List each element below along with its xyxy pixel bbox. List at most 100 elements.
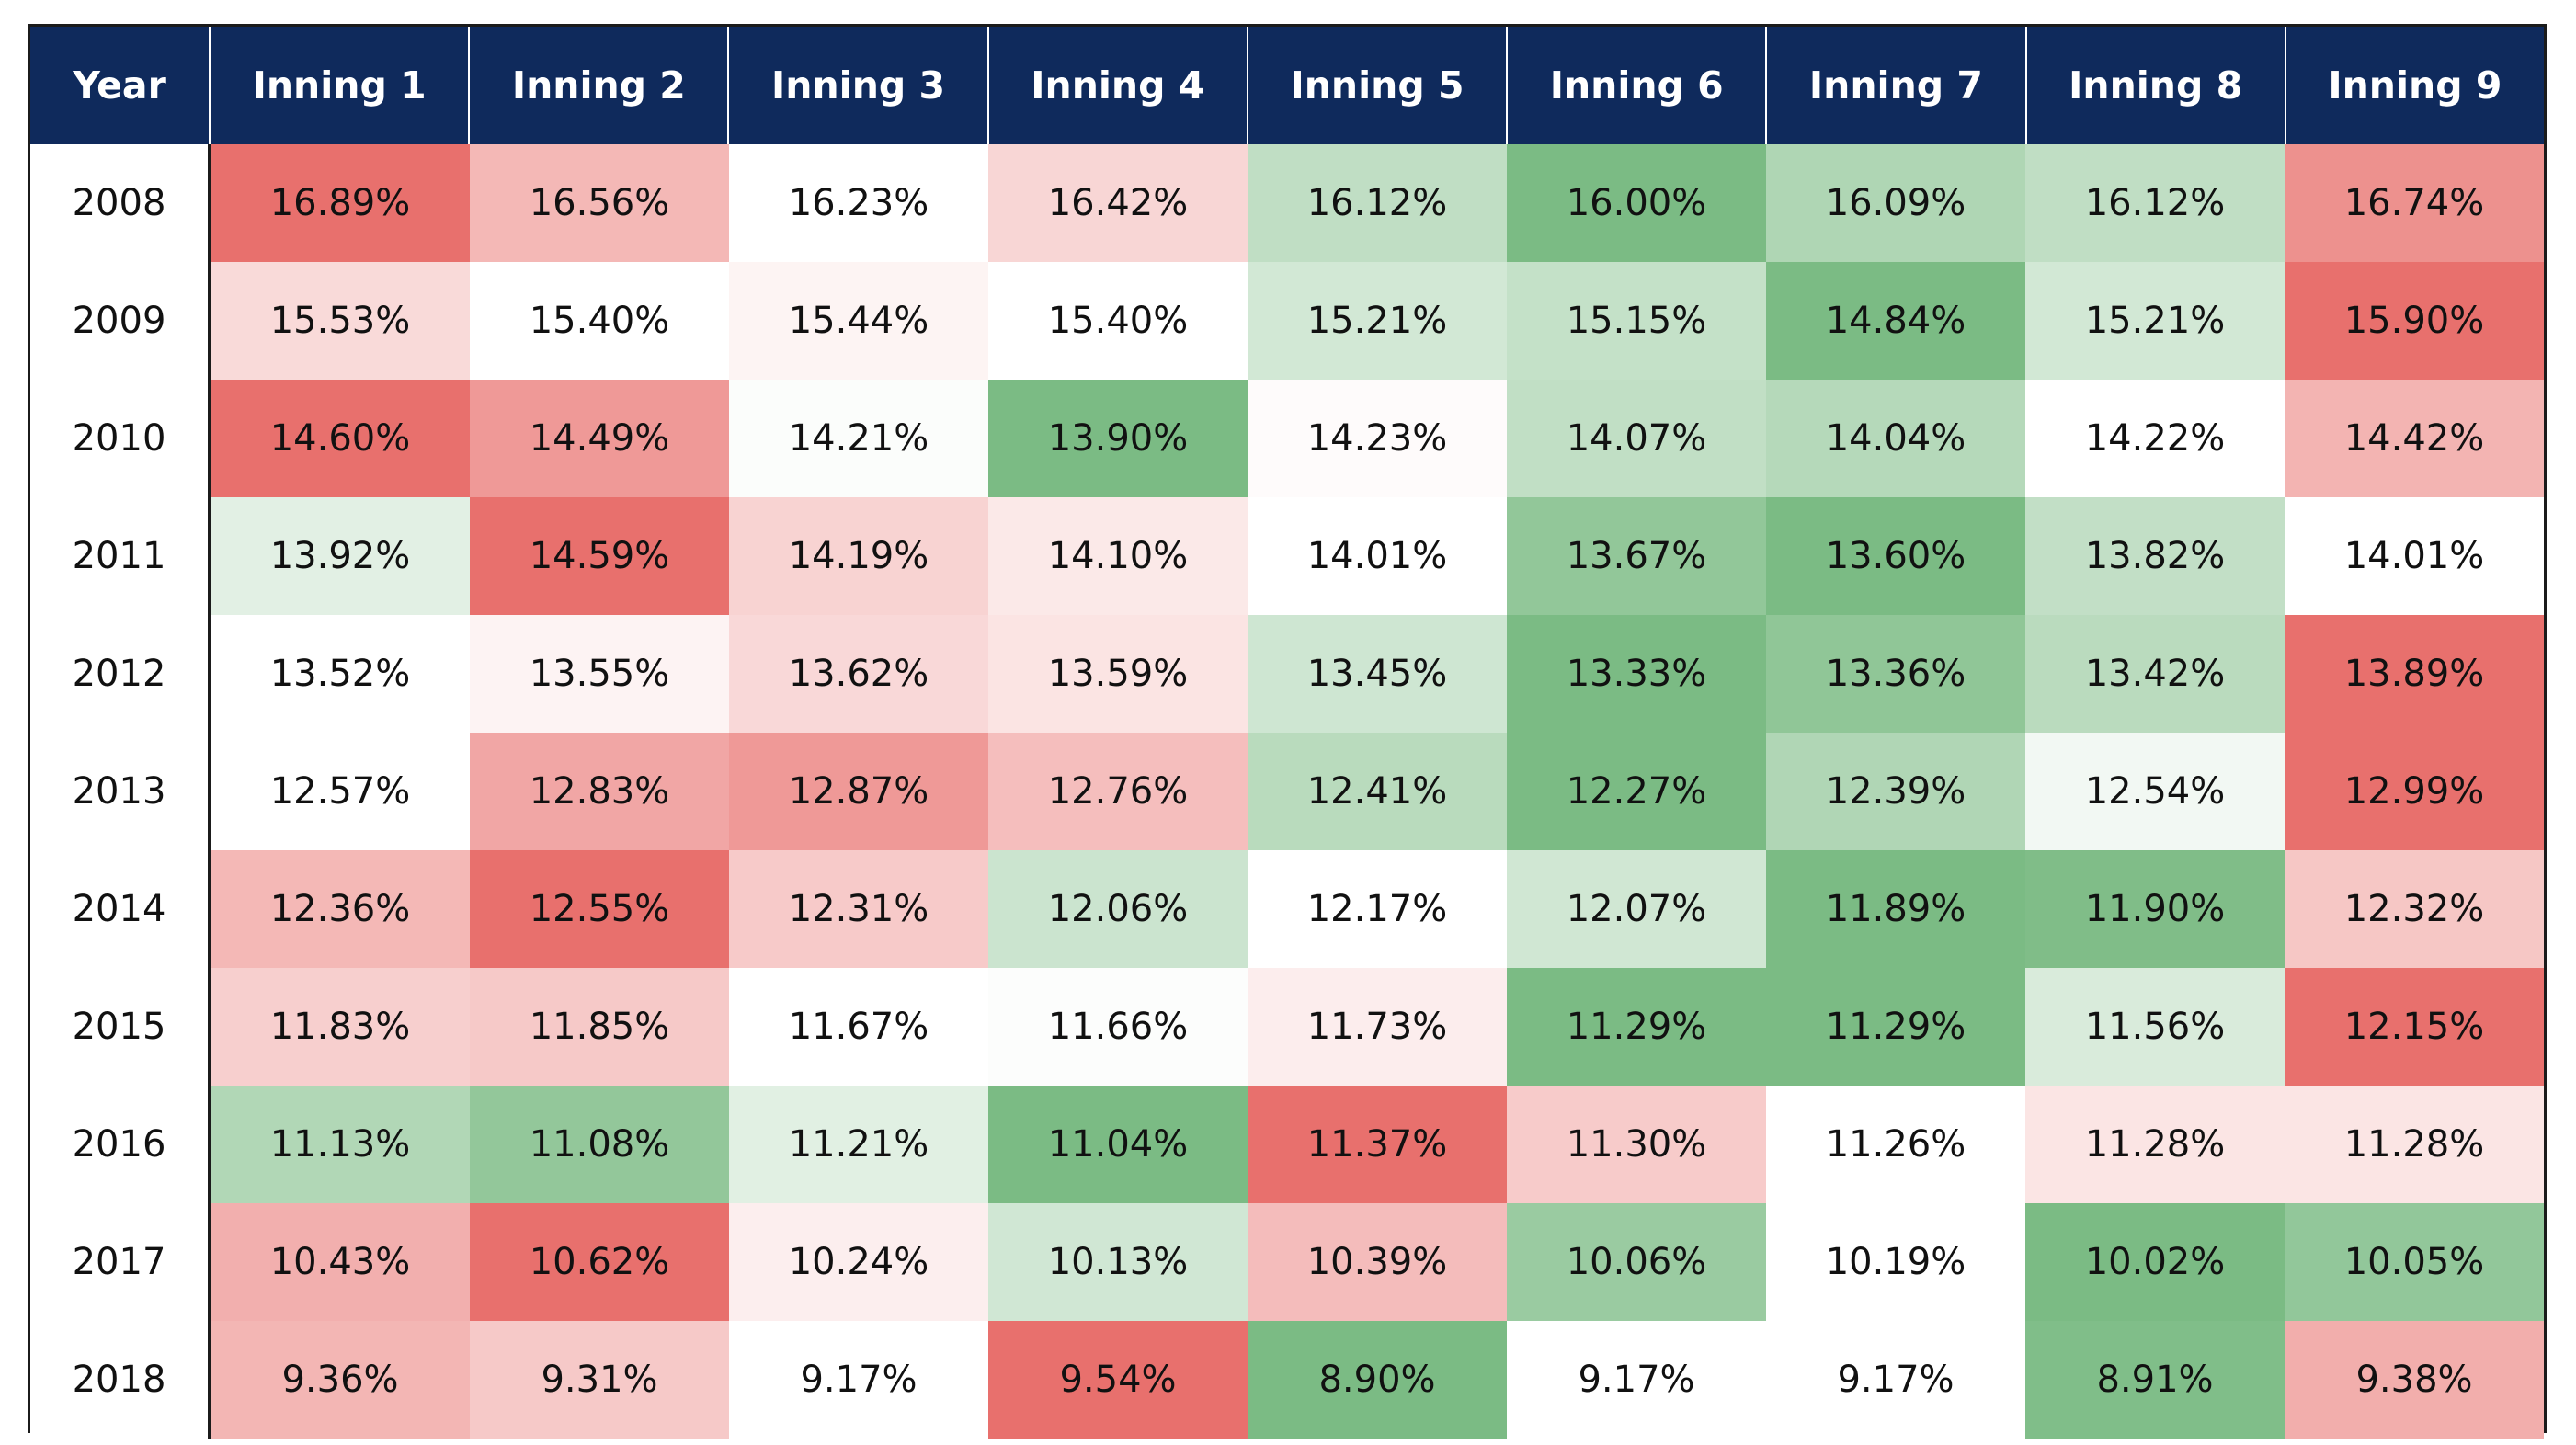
year-cell: 2011	[30, 497, 211, 615]
value-cell: 15.40%	[988, 262, 1248, 380]
value-cell: 15.53%	[211, 262, 470, 380]
value-cell: 13.90%	[988, 380, 1248, 497]
value-cell: 14.21%	[729, 380, 988, 497]
header-row: Year Inning 1 Inning 2 Inning 3 Inning 4 Inn…	[30, 27, 2544, 144]
value-cell: 13.60%	[1766, 497, 2025, 615]
year-cell: 2018	[30, 1321, 211, 1439]
value-cell: 9.17%	[729, 1321, 988, 1439]
column-header: Inning 1	[211, 27, 471, 144]
table-row: 2016 11.13% 11.08% 11.21% 11.04% 11.37% 11.30%…	[30, 1086, 2544, 1203]
value-cell: 9.17%	[1766, 1321, 2025, 1439]
value-cell: 9.31%	[470, 1321, 729, 1439]
value-cell: 12.15%	[2285, 968, 2544, 1086]
table-row: 2015 11.83% 11.85% 11.67% 11.66% 11.73% 11.29%…	[30, 968, 2544, 1086]
value-cell: 10.24%	[729, 1203, 988, 1321]
value-cell: 16.42%	[988, 144, 1248, 262]
value-cell: 13.62%	[729, 615, 988, 733]
value-cell: 12.55%	[470, 850, 729, 968]
year-cell: 2008	[30, 144, 211, 262]
value-cell: 16.00%	[1507, 144, 1766, 262]
value-cell: 12.76%	[988, 733, 1248, 850]
value-cell: 14.22%	[2025, 380, 2285, 497]
value-cell: 13.92%	[211, 497, 470, 615]
value-cell: 14.01%	[2285, 497, 2544, 615]
value-cell: 13.59%	[988, 615, 1248, 733]
value-cell: 12.27%	[1507, 733, 1766, 850]
value-cell: 14.01%	[1248, 497, 1507, 615]
year-cell: 2016	[30, 1086, 211, 1203]
value-cell: 11.28%	[2285, 1086, 2544, 1203]
value-cell: 11.83%	[211, 968, 470, 1086]
value-cell: 15.21%	[2025, 262, 2285, 380]
value-cell: 10.43%	[211, 1203, 470, 1321]
column-header: Inning 8	[2027, 27, 2286, 144]
value-cell: 13.52%	[211, 615, 470, 733]
value-cell: 12.99%	[2285, 733, 2544, 850]
value-cell: 14.07%	[1507, 380, 1766, 497]
value-cell: 16.74%	[2285, 144, 2544, 262]
value-cell: 10.19%	[1766, 1203, 2025, 1321]
value-cell: 16.23%	[729, 144, 988, 262]
table-row: 2009 15.53% 15.40% 15.44% 15.40% 15.21% 15.15%…	[30, 262, 2544, 380]
value-cell: 12.07%	[1507, 850, 1766, 968]
heatmap-table: Year Inning 1 Inning 2 Inning 3 Inning 4 Inn…	[28, 24, 2547, 1439]
table-row: 2010 14.60% 14.49% 14.21% 13.90% 14.23% 14.07%…	[30, 380, 2544, 497]
value-cell: 12.87%	[729, 733, 988, 850]
year-cell: 2013	[30, 733, 211, 850]
value-cell: 11.29%	[1507, 968, 1766, 1086]
table-row: 2011 13.92% 14.59% 14.19% 14.10% 14.01% 13.67%…	[30, 497, 2544, 615]
column-header: Inning 4	[989, 27, 1248, 144]
value-cell: 16.12%	[1248, 144, 1507, 262]
year-cell: 2017	[30, 1203, 211, 1321]
value-cell: 11.89%	[1766, 850, 2025, 968]
value-cell: 10.02%	[2025, 1203, 2285, 1321]
value-cell: 14.23%	[1248, 380, 1507, 497]
value-cell: 10.13%	[988, 1203, 1248, 1321]
value-cell: 12.06%	[988, 850, 1248, 968]
value-cell: 11.04%	[988, 1086, 1248, 1203]
value-cell: 12.17%	[1248, 850, 1507, 968]
value-cell: 8.90%	[1248, 1321, 1507, 1439]
value-cell: 14.59%	[470, 497, 729, 615]
year-header: Year	[30, 27, 211, 144]
table-body: 2008 16.89% 16.56% 16.23% 16.42% 16.12% 16.00%…	[30, 144, 2544, 1439]
value-cell: 9.38%	[2285, 1321, 2544, 1439]
value-cell: 9.54%	[988, 1321, 1248, 1439]
value-cell: 15.44%	[729, 262, 988, 380]
value-cell: 13.82%	[2025, 497, 2285, 615]
value-cell: 10.39%	[1248, 1203, 1507, 1321]
column-header: Inning 7	[1767, 27, 2027, 144]
year-cell: 2015	[30, 968, 211, 1086]
value-cell: 11.29%	[1766, 968, 2025, 1086]
value-cell: 12.36%	[211, 850, 470, 968]
table-row: 2013 12.57% 12.83% 12.87% 12.76% 12.41% 12.27%…	[30, 733, 2544, 850]
value-cell: 12.41%	[1248, 733, 1507, 850]
year-cell: 2014	[30, 850, 211, 968]
value-cell: 9.17%	[1507, 1321, 1766, 1439]
value-cell: 11.26%	[1766, 1086, 2025, 1203]
column-header: Inning 2	[470, 27, 730, 144]
value-cell: 11.66%	[988, 968, 1248, 1086]
value-cell: 11.28%	[2025, 1086, 2285, 1203]
value-cell: 13.45%	[1248, 615, 1507, 733]
value-cell: 13.42%	[2025, 615, 2285, 733]
value-cell: 14.49%	[470, 380, 729, 497]
value-cell: 15.21%	[1248, 262, 1507, 380]
value-cell: 13.36%	[1766, 615, 2025, 733]
value-cell: 16.89%	[211, 144, 470, 262]
table-row: 2017 10.43% 10.62% 10.24% 10.13% 10.39% 10.06%…	[30, 1203, 2544, 1321]
value-cell: 10.06%	[1507, 1203, 1766, 1321]
year-cell: 2010	[30, 380, 211, 497]
year-cell: 2009	[30, 262, 211, 380]
value-cell: 13.33%	[1507, 615, 1766, 733]
value-cell: 14.84%	[1766, 262, 2025, 380]
value-cell: 12.31%	[729, 850, 988, 968]
value-cell: 14.42%	[2285, 380, 2544, 497]
value-cell: 14.04%	[1766, 380, 2025, 497]
table-row: 2018 9.36% 9.31% 9.17% 9.54% 8.90% 9.17% 9.17% 8…	[30, 1321, 2544, 1439]
value-cell: 9.36%	[211, 1321, 470, 1439]
value-cell: 14.19%	[729, 497, 988, 615]
value-cell: 12.39%	[1766, 733, 2025, 850]
value-cell: 12.83%	[470, 733, 729, 850]
table-row: 2012 13.52% 13.55% 13.62% 13.59% 13.45% 13.33%…	[30, 615, 2544, 733]
